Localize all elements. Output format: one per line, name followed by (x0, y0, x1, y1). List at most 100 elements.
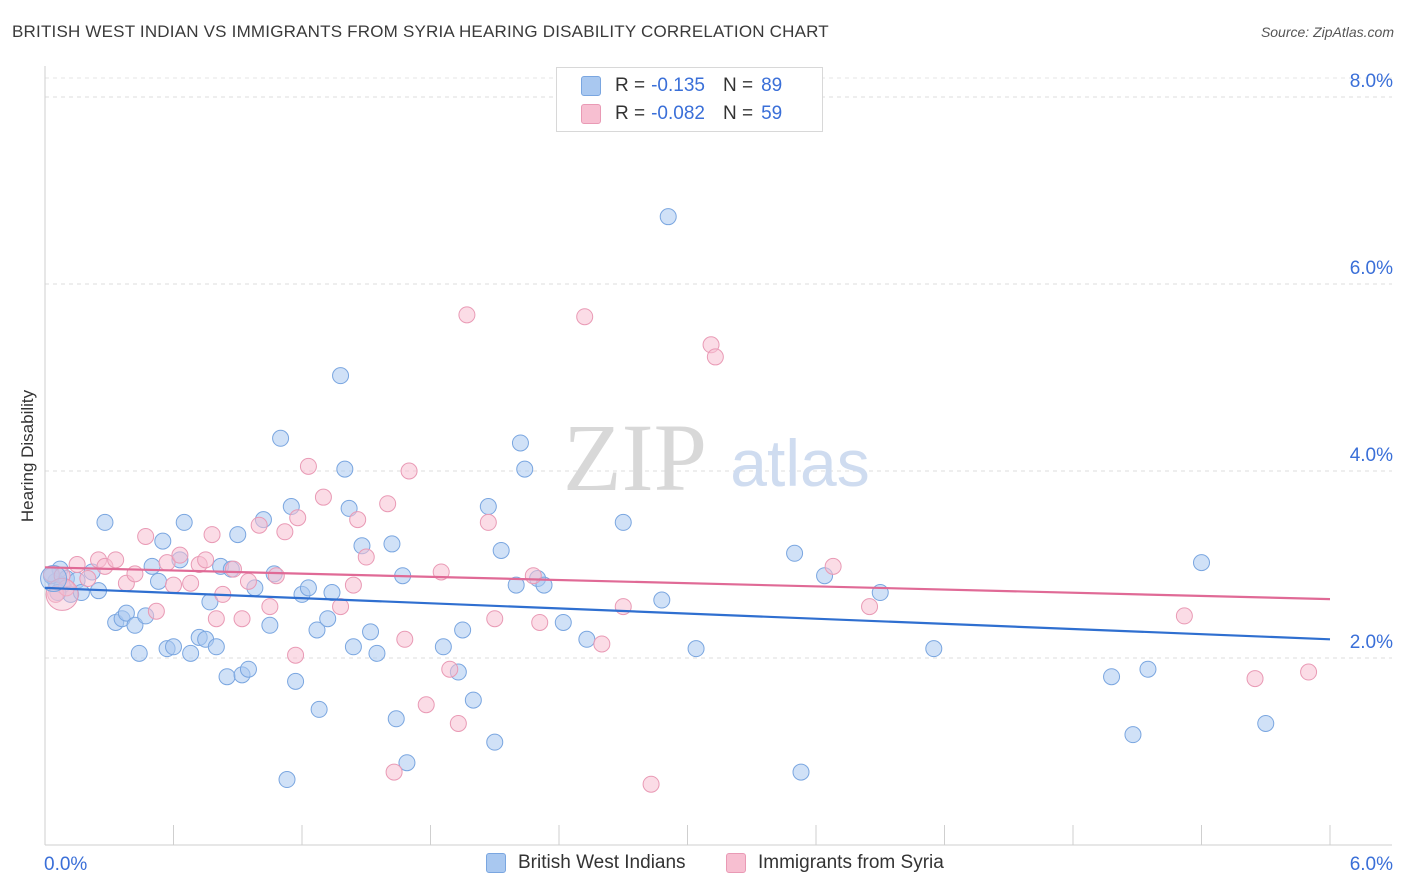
legend-item-immigrants-from-syria[interactable]: Immigrants from Syria (726, 852, 944, 874)
legend-swatch-pink (726, 853, 746, 873)
legend-swatch-blue (581, 76, 601, 96)
point-british-west-indians (398, 754, 416, 772)
point-immigrants-from-syria (299, 457, 317, 475)
legend-n-value: 59 (761, 103, 783, 124)
point-immigrants-from-syria (239, 572, 257, 590)
point-immigrants-from-syria (400, 462, 418, 480)
point-british-west-indians (516, 460, 534, 478)
point-british-west-indians (792, 763, 810, 781)
legend-n-label: N = (722, 103, 754, 124)
point-british-west-indians (383, 535, 401, 553)
point-british-west-indians (925, 640, 943, 658)
point-immigrants-from-syria (344, 576, 362, 594)
trend-lines (44, 566, 1331, 641)
watermark: ZIP atlas (563, 404, 870, 511)
point-british-west-indians (287, 672, 305, 690)
point-immigrants-from-syria (824, 557, 842, 575)
point-immigrants-from-syria (79, 570, 97, 588)
point-immigrants-from-syria (314, 488, 332, 506)
point-british-west-indians (434, 638, 452, 656)
point-immigrants-from-syria (1175, 607, 1193, 625)
point-british-west-indians (40, 565, 68, 593)
legend-n-label: N = (722, 75, 754, 96)
legend-swatch-pink (581, 104, 601, 124)
point-immigrants-from-syria (396, 630, 414, 648)
point-immigrants-from-syria (486, 610, 504, 628)
point-immigrants-from-syria (1246, 670, 1264, 688)
point-immigrants-from-syria (68, 556, 86, 573)
point-immigrants-from-syria (441, 660, 459, 678)
point-british-west-indians (507, 576, 525, 594)
point-british-west-indians (150, 572, 168, 590)
point-immigrants-from-syria (171, 546, 189, 564)
point-immigrants-from-syria (289, 509, 307, 527)
point-british-west-indians (117, 604, 135, 622)
point-immigrants-from-syria (385, 763, 403, 781)
point-british-west-indians (272, 429, 290, 447)
correlation-legend: R = -0.135 N = 89 R = -0.082 N = 59 (556, 67, 823, 132)
point-british-west-indians (511, 434, 529, 452)
point-immigrants-from-syria (642, 775, 660, 793)
point-british-west-indians (165, 638, 182, 656)
point-immigrants-from-syria (379, 495, 397, 513)
y-axis-label: Hearing Disability (18, 389, 37, 523)
point-british-west-indians (659, 208, 677, 226)
point-british-west-indians (310, 700, 328, 718)
point-british-west-indians (479, 498, 497, 516)
point-british-west-indians (578, 630, 596, 648)
point-british-west-indians (387, 710, 405, 728)
point-immigrants-from-syria (357, 548, 375, 566)
point-british-west-indians (332, 367, 350, 385)
point-british-west-indians (1103, 668, 1121, 686)
point-british-west-indians (154, 532, 172, 550)
point-immigrants-from-syria (165, 576, 182, 594)
point-immigrants-from-syria (207, 610, 225, 628)
point-british-west-indians (96, 513, 114, 531)
y-tick-label: 2.0% (1350, 632, 1393, 653)
point-immigrants-from-syria (706, 348, 724, 366)
point-british-west-indians (1139, 660, 1157, 678)
point-immigrants-from-syria (250, 516, 268, 534)
watermark-atlas: atlas (730, 426, 869, 500)
point-immigrants-from-syria (287, 646, 305, 664)
point-british-west-indians (278, 771, 296, 789)
y-tick-label: 4.0% (1350, 445, 1393, 466)
legend-r-value: -0.135 (651, 75, 705, 96)
point-british-west-indians (207, 638, 225, 656)
point-immigrants-from-syria (107, 551, 125, 569)
point-british-west-indians (362, 623, 380, 641)
point-british-west-indians (218, 668, 236, 686)
legend-item-british-west-indians[interactable]: British West Indians (486, 852, 686, 874)
x-tick-label: 6.0% (1350, 854, 1393, 875)
legend-r-label: R = (615, 103, 646, 124)
point-british-west-indians (239, 660, 257, 678)
point-immigrants-from-syria (197, 551, 215, 569)
legend-item-label: British West Indians (518, 852, 686, 873)
point-immigrants-from-syria (524, 567, 542, 585)
point-british-west-indians (464, 691, 482, 709)
legend-row-immigrants-from-syria: R = -0.082 N = 59 (581, 101, 800, 127)
trend-line-immigrants-from-syria (44, 566, 1331, 601)
y-tick-label: 8.0% (1350, 71, 1393, 92)
point-immigrants-from-syria (349, 511, 367, 529)
point-british-west-indians (1124, 726, 1142, 744)
point-immigrants-from-syria (458, 306, 476, 324)
point-british-west-indians (344, 638, 362, 656)
point-british-west-indians (130, 644, 148, 662)
point-british-west-indians (554, 613, 572, 631)
point-immigrants-from-syria (203, 526, 221, 544)
tick-labels: 2.0% 4.0% 6.0% 8.0% 0.0% 6.0% (44, 71, 1393, 875)
legend-swatch-blue (486, 853, 506, 873)
x-tick-label: 0.0% (44, 854, 87, 875)
legend-n-value: 89 (761, 75, 783, 96)
legend-row-british-west-indians: R = -0.135 N = 89 (581, 73, 800, 99)
point-british-west-indians (492, 541, 510, 559)
point-immigrants-from-syria (137, 527, 155, 545)
point-immigrants-from-syria (267, 567, 285, 585)
watermark-zip: ZIP (563, 404, 707, 511)
point-british-west-indians (182, 644, 200, 662)
point-immigrants-from-syria (593, 635, 611, 653)
point-british-west-indians (786, 544, 804, 562)
axes (44, 66, 1392, 846)
